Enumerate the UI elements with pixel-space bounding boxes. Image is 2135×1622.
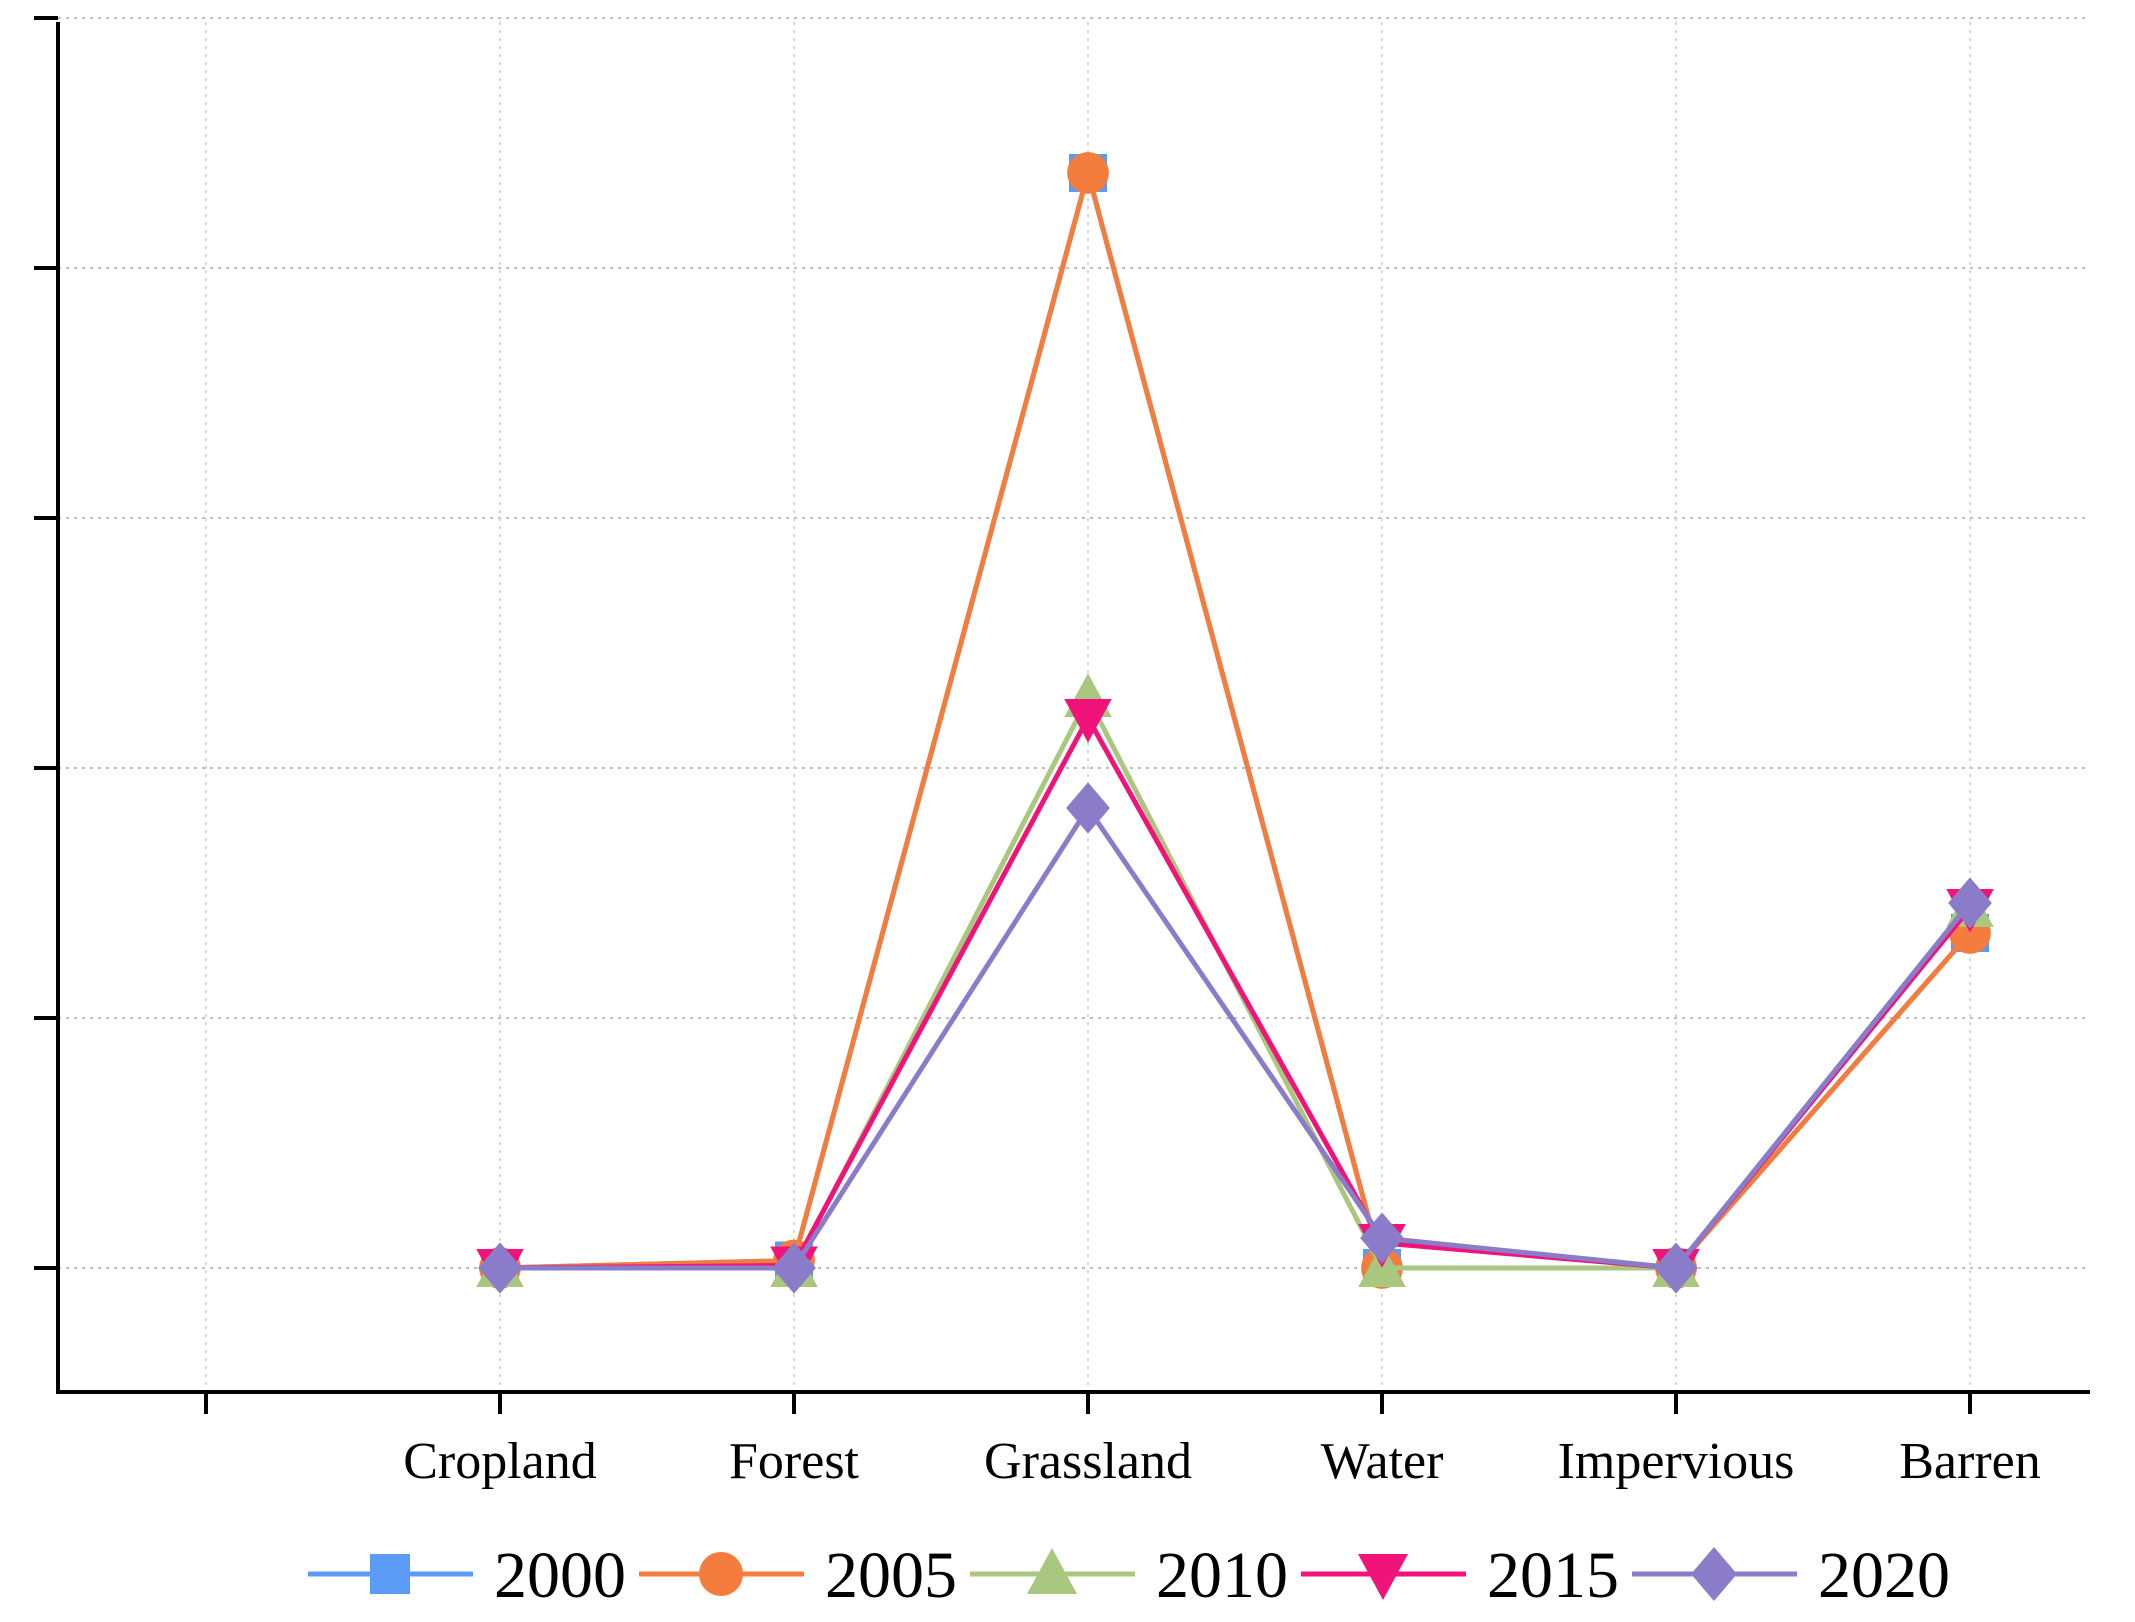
data-point-2020 — [1360, 1212, 1404, 1264]
legend: 2000 2005 2010 2015 2020 — [308, 1539, 1950, 1612]
x-tick-label: Water — [1321, 1433, 1444, 1490]
series-2005 — [479, 152, 1991, 1289]
legend-label: 2015 — [1487, 1539, 1619, 1612]
x-tick-label: Barren — [1899, 1433, 2040, 1490]
data-point-2020 — [772, 1242, 816, 1294]
data-point-2020 — [1948, 877, 1992, 929]
legend-label: 2010 — [1156, 1539, 1288, 1612]
grid-lines — [58, 17, 2090, 1392]
legend-label: 2020 — [1818, 1539, 1950, 1612]
legend-item-2005: 2005 — [639, 1539, 957, 1612]
legend-item-2015: 2015 — [1301, 1539, 1619, 1612]
data-point-2015 — [1064, 699, 1112, 743]
legend-label: 2005 — [825, 1539, 957, 1612]
legend-marker-2015 — [1358, 1554, 1408, 1600]
data-point-2005 — [1067, 152, 1109, 194]
legend-marker-2005 — [699, 1552, 743, 1596]
x-tick-label: Grassland — [984, 1433, 1192, 1490]
x-tick-label: Forest — [729, 1433, 860, 1490]
x-tick-label: Cropland — [403, 1433, 597, 1490]
legend-item-2010: 2010 — [970, 1539, 1288, 1612]
series-layer — [476, 152, 1994, 1294]
legend-marker-2000 — [370, 1554, 410, 1594]
data-point-2020 — [478, 1242, 522, 1294]
axes — [34, 16, 2090, 1414]
legend-label: 2000 — [494, 1539, 626, 1612]
data-point-2020 — [1654, 1242, 1698, 1294]
legend-marker-2010 — [1027, 1548, 1077, 1594]
x-tick-label: Impervious — [1558, 1433, 1795, 1490]
data-point-2020 — [1066, 782, 1110, 834]
legend-marker-2020 — [1691, 1547, 1737, 1601]
series-2020 — [478, 782, 1992, 1294]
legend-item-2020: 2020 — [1632, 1539, 1950, 1612]
legend-item-2000: 2000 — [308, 1539, 626, 1612]
x-tick-labels: Cropland Forest Grassland Water Impervious Ba… — [403, 1433, 2041, 1490]
series-2015 — [476, 699, 1994, 1293]
series-line-2020 — [500, 805, 1972, 1271]
series-line-2005 — [499, 170, 1972, 1271]
